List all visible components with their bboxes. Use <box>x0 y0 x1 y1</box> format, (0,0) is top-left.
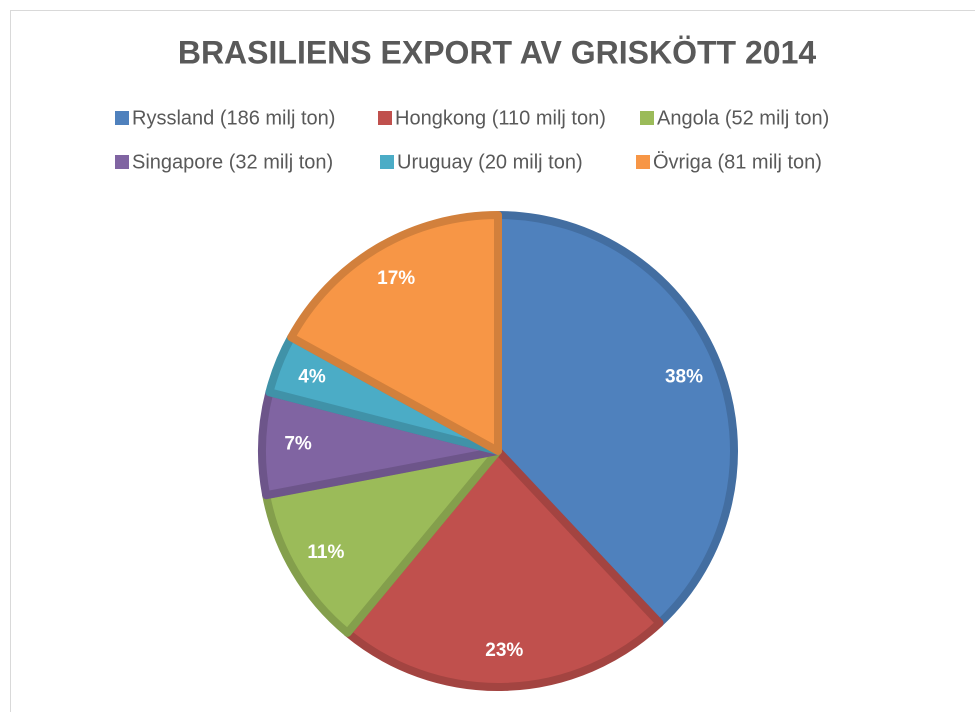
legend-label: Angola (52 milj ton) <box>657 107 829 129</box>
data-label: 7% <box>284 434 312 455</box>
legend-label: Övriga (81 milj ton) <box>653 151 822 173</box>
data-label: 4% <box>298 366 326 387</box>
pie-slice <box>343 447 664 691</box>
data-label: 17% <box>377 268 415 289</box>
legend-label: Hongkong (110 milj ton) <box>395 107 606 129</box>
pie-slice <box>262 447 502 637</box>
data-label: 11% <box>307 542 344 563</box>
legend-swatch <box>115 111 129 125</box>
data-label: 38% <box>665 366 703 387</box>
legend-label: Uruguay (20 milj ton) <box>397 151 583 173</box>
pie-slice <box>287 211 502 455</box>
chart-title: BRASILIENS EXPORT AV GRISKÖTT 2014 <box>178 34 817 70</box>
legend-swatch <box>640 111 654 125</box>
legend-label: Ryssland (186 milj ton) <box>132 107 335 129</box>
legend-swatch <box>115 155 129 169</box>
legend-swatch <box>636 155 650 169</box>
pie-slice <box>494 211 738 628</box>
legend-swatch <box>378 111 392 125</box>
legend-label: Singapore (32 milj ton) <box>132 151 333 173</box>
legend-swatch <box>380 155 394 169</box>
data-label: 23% <box>485 640 523 661</box>
